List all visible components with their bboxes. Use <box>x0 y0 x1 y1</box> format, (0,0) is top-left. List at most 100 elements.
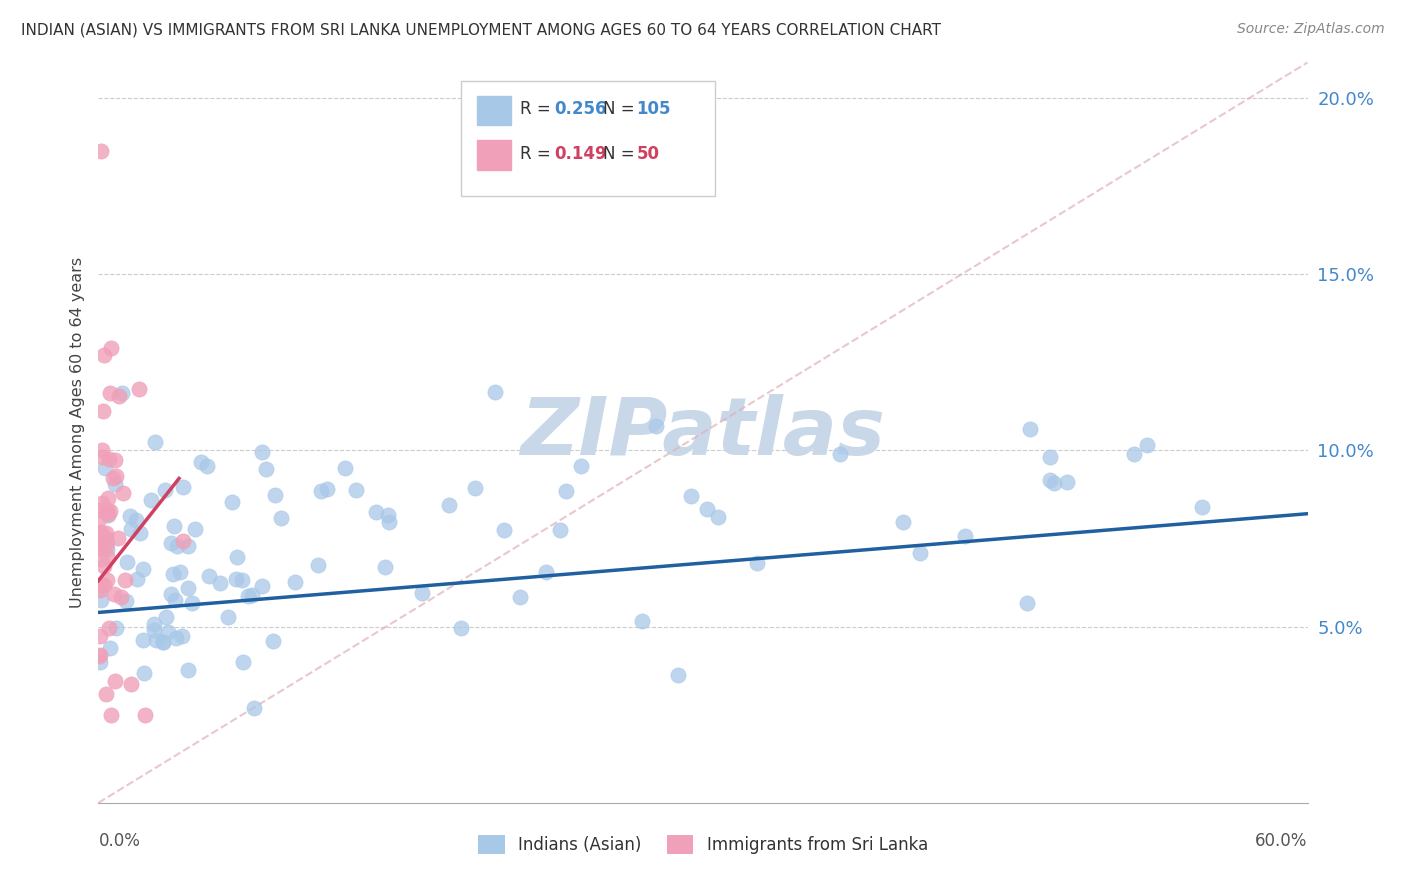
Point <box>335 460 357 475</box>
Point <box>93 348 115 362</box>
Point <box>172 480 194 494</box>
Text: N =: N = <box>603 100 640 118</box>
Point <box>439 499 461 513</box>
Point <box>225 572 247 586</box>
Point <box>96 549 118 563</box>
Point <box>98 504 121 518</box>
Point <box>89 536 111 550</box>
Point <box>89 629 111 643</box>
Point <box>89 656 111 670</box>
Point <box>221 495 243 509</box>
Point <box>93 559 115 574</box>
Point <box>231 574 253 588</box>
Point <box>100 707 122 722</box>
Point <box>1056 475 1078 489</box>
Point <box>89 541 111 556</box>
Point <box>172 533 194 548</box>
Bar <box>477 140 510 169</box>
Point <box>645 418 668 433</box>
Point <box>681 489 703 503</box>
Point <box>91 403 114 417</box>
Point <box>97 508 120 523</box>
Point <box>89 648 111 662</box>
Point <box>181 596 204 610</box>
Point <box>162 567 184 582</box>
Point <box>120 509 142 524</box>
Point <box>93 537 115 551</box>
Point <box>264 488 287 502</box>
Point <box>374 560 396 574</box>
Point <box>132 666 155 681</box>
Point <box>105 468 128 483</box>
Point <box>177 540 200 554</box>
Point <box>377 508 399 523</box>
Point <box>94 461 117 475</box>
Bar <box>477 95 510 126</box>
Point <box>90 578 112 592</box>
Point <box>908 546 931 560</box>
Point <box>631 615 654 629</box>
Point <box>198 568 221 582</box>
Point <box>111 485 134 500</box>
Point <box>1039 450 1062 465</box>
Point <box>104 621 127 635</box>
Point <box>139 492 162 507</box>
Text: 0.0%: 0.0% <box>98 832 141 850</box>
Point <box>548 524 571 538</box>
Point <box>89 583 111 598</box>
Point <box>1043 476 1066 491</box>
Point <box>217 610 239 624</box>
Point <box>96 526 118 541</box>
Point <box>114 573 136 587</box>
Point <box>1019 422 1042 436</box>
Point <box>1123 446 1146 460</box>
Point <box>155 610 177 624</box>
Text: ZIPatlas: ZIPatlas <box>520 393 886 472</box>
Point <box>97 491 120 506</box>
Point <box>96 573 118 587</box>
Point <box>315 482 337 496</box>
Point <box>91 450 114 465</box>
Point <box>96 532 118 546</box>
Point <box>90 524 112 539</box>
Point <box>152 635 174 649</box>
Point <box>195 458 218 473</box>
Point <box>98 385 121 400</box>
Point <box>1136 438 1159 452</box>
Point <box>143 616 166 631</box>
Point <box>284 575 307 590</box>
Point <box>534 566 557 580</box>
Point <box>142 624 165 638</box>
Point <box>254 462 277 476</box>
Point <box>127 572 149 586</box>
Point <box>1039 473 1062 487</box>
Point <box>104 476 127 491</box>
Point <box>162 519 184 533</box>
Point <box>91 442 114 457</box>
Point <box>96 541 118 556</box>
Point <box>464 481 486 495</box>
Point <box>104 453 127 467</box>
Point <box>97 507 120 521</box>
Point <box>1191 500 1213 514</box>
Point <box>666 667 689 681</box>
Point <box>307 558 329 572</box>
Text: Source: ZipAtlas.com: Source: ZipAtlas.com <box>1237 22 1385 37</box>
Point <box>160 587 183 601</box>
Legend: Indians (Asian), Immigrants from Sri Lanka: Indians (Asian), Immigrants from Sri Lan… <box>471 829 935 861</box>
Point <box>450 621 472 635</box>
Point <box>96 503 118 517</box>
Point <box>747 556 769 570</box>
Point <box>89 512 111 526</box>
Point <box>169 566 191 580</box>
Point <box>177 663 200 677</box>
Point <box>98 640 121 655</box>
Point <box>128 382 150 396</box>
Point <box>89 648 111 663</box>
Y-axis label: Unemployment Among Ages 60 to 64 years: Unemployment Among Ages 60 to 64 years <box>69 257 84 608</box>
Point <box>891 515 914 529</box>
Point <box>172 628 194 642</box>
Point <box>160 535 183 549</box>
Point <box>569 459 592 474</box>
Point <box>344 483 367 497</box>
